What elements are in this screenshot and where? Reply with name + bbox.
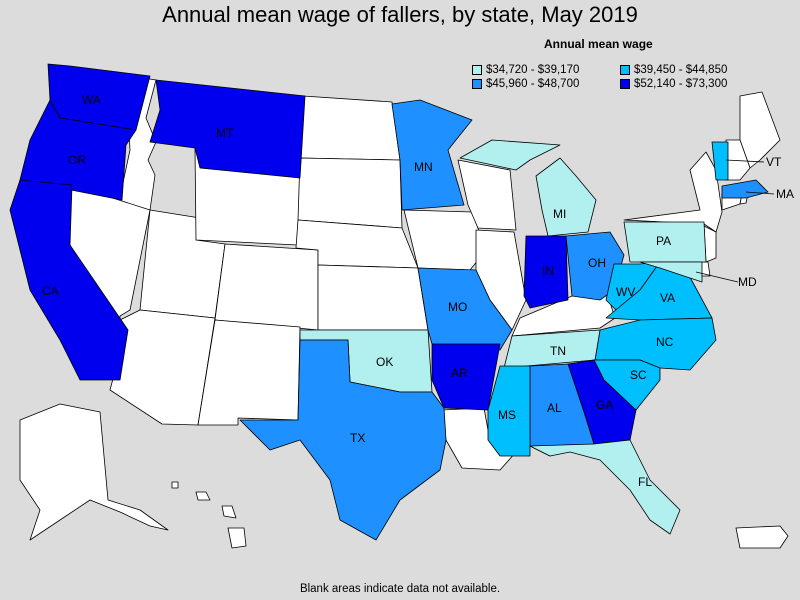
md-leader-line [695, 271, 739, 283]
state-or [19, 99, 137, 201]
label-tx: TX [350, 431, 365, 445]
label-mi: MI [553, 207, 566, 221]
state-mt [149, 79, 306, 179]
territory-pr [735, 525, 789, 549]
state-nd [299, 95, 401, 161]
legend-label-3: $45,960 - $48,700 [486, 78, 580, 90]
no-data-states [19, 74, 789, 549]
legend-item-3: $45,960 - $48,700 [472, 78, 579, 90]
state-mi [459, 139, 597, 237]
footnote: Blank areas indicate data not available. [299, 583, 501, 595]
label-vt: VT [766, 155, 782, 169]
state-ak [19, 403, 169, 541]
label-sc: SC [630, 368, 647, 382]
ma-leader-line [745, 191, 775, 195]
label-mo: MO [448, 300, 467, 314]
label-tn: TN [550, 344, 566, 358]
state-nm [197, 319, 301, 426]
legend-swatch-3 [472, 79, 482, 89]
state-ks [317, 264, 429, 331]
legend-item-2: $39,450 - $44,850 [620, 64, 727, 76]
legend-swatch-4 [620, 79, 630, 89]
label-fl: FL [638, 475, 652, 489]
state-sd [297, 157, 403, 229]
legend-item-4: $52,140 - $73,300 [620, 78, 727, 90]
label-ok: OK [376, 355, 393, 369]
label-nc: NC [656, 335, 674, 349]
label-wv: WV [616, 285, 635, 299]
map-title: Annual mean wage of fallers, by state, M… [162, 2, 638, 27]
label-in: IN [542, 264, 554, 278]
label-ga: GA [596, 398, 613, 412]
label-mn: MN [414, 160, 433, 174]
legend-swatch-1 [472, 65, 482, 75]
state-hi [171, 481, 247, 549]
legend-label-4: $52,140 - $73,300 [634, 78, 728, 90]
state-vt [711, 141, 729, 181]
data-states [9, 63, 769, 541]
state-in [523, 235, 569, 309]
state-fl [529, 439, 681, 535]
label-pa: PA [656, 234, 671, 248]
state-ms [487, 365, 531, 457]
legend-item-1: $34,720 - $39,170 [472, 64, 579, 76]
label-or: OR [68, 153, 86, 167]
state-ma [721, 179, 769, 199]
vt-leader-line [725, 159, 765, 163]
state-pa [623, 221, 707, 263]
label-ma: MA [776, 187, 794, 201]
label-wa: WA [82, 93, 101, 107]
state-tx [239, 339, 447, 541]
label-ms: MS [498, 408, 516, 422]
legend-title: Annual mean wage [544, 37, 653, 51]
state-ny [623, 151, 723, 233]
state-ar [431, 343, 501, 411]
legend-label-1: $34,720 - $39,170 [486, 64, 580, 76]
label-mt: MT [216, 126, 234, 140]
state-ca [9, 179, 129, 381]
label-va: VA [660, 291, 675, 305]
state-mn [391, 99, 473, 211]
state-co [214, 243, 319, 331]
state-mo [417, 267, 513, 351]
label-oh: OH [588, 256, 606, 270]
state-md [639, 261, 703, 283]
label-md: MD [738, 275, 757, 289]
legend-label-2: $39,450 - $44,850 [634, 64, 728, 76]
label-ar: AR [451, 366, 468, 380]
label-al: AL [547, 401, 562, 415]
label-ca: CA [42, 284, 59, 298]
state-labels: WA OR CA MT MN MO AR OK TX MI IN OH PA W… [42, 93, 794, 489]
legend-swatch-2 [620, 65, 630, 75]
state-wi [457, 159, 517, 231]
state-la [441, 407, 517, 471]
